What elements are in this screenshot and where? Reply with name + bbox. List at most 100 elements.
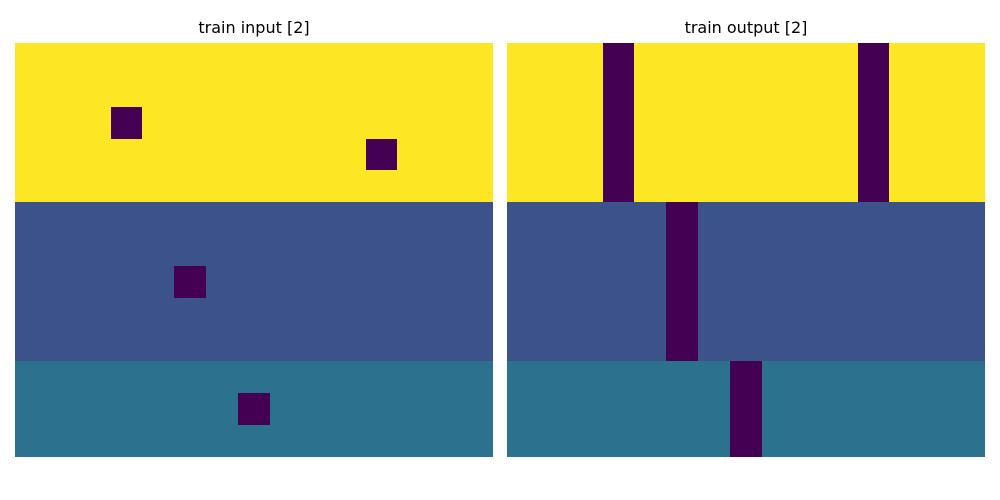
grid-cell [461,234,493,266]
grid-cell [269,202,302,235]
grid-cell [666,265,699,298]
grid-cell [142,297,175,330]
grid-cell [602,393,635,426]
grid-cell [301,234,334,266]
grid-cell [634,297,667,330]
grid-cell [78,43,111,75]
grid-cell [602,202,635,235]
grid-cell [602,74,635,107]
grid-cell [889,425,922,457]
grid-cell [15,234,47,266]
grid-cell [507,393,539,426]
grid-cell [825,329,858,362]
grid-cell [333,393,366,426]
grid-cell [570,234,603,266]
grid-cell [889,265,922,298]
grid-cell [206,74,239,107]
grid-cell [269,43,302,75]
grid-cell [142,138,175,171]
grid-cell [333,43,366,75]
grid-cell [78,202,111,235]
grid-cell [110,329,143,362]
grid-cell [698,265,731,298]
grid-cell [570,329,603,362]
grid-cell [698,202,731,235]
grid-cell [78,393,111,426]
grid-cell [666,425,699,457]
grid-cell [206,202,239,235]
grid-cell [666,361,699,394]
grid-cell [761,393,794,426]
grid-cell [634,265,667,298]
grid-cell [889,74,922,107]
grid-cell [921,329,954,362]
grid-cell [461,74,493,107]
grid-cell [461,202,493,235]
grid-cell [889,202,922,235]
grid-cell [174,329,207,362]
grid-cell [238,361,270,394]
grid-cell [46,361,79,394]
grid-cell [602,170,635,203]
grid-cell [761,297,794,330]
grid-cell [953,297,985,330]
grid-cell [730,297,762,330]
grid-cell [429,297,462,330]
grid-cell [78,74,111,107]
grid-cell [269,106,302,139]
input-panel-title: train input [2] [198,18,310,37]
grid-cell [793,170,826,203]
grid-cell [46,43,79,75]
grid-cell [429,265,462,298]
grid-cell [666,170,699,203]
grid-cell [538,170,571,203]
grid-cell [365,265,398,298]
grid-cell [397,170,430,203]
grid-cell [78,265,111,298]
grid-cell [142,361,175,394]
grid-cell [15,329,47,362]
grid-cell [461,297,493,330]
grid-cell [269,74,302,107]
grid-cell [953,170,985,203]
grid-cell [78,234,111,266]
grid-cell [889,297,922,330]
grid-cell [634,234,667,266]
grid-cell [46,138,79,171]
grid-cell [269,138,302,171]
grid-cell [238,329,270,362]
grid-cell [301,329,334,362]
grid-cell [238,297,270,330]
grid-cell [142,425,175,457]
grid-cell [857,43,890,75]
grid-cell [857,138,890,171]
grid-cell [634,202,667,235]
grid-cell [666,202,699,235]
grid-cell [889,170,922,203]
grid-cell [634,138,667,171]
grid-cell [953,43,985,75]
grid-cell [46,74,79,107]
grid-cell [507,297,539,330]
grid-cell [570,361,603,394]
grid-cell [921,106,954,139]
grid-cell [269,265,302,298]
grid-cell [602,361,635,394]
grid-cell [570,393,603,426]
grid-cell [793,202,826,235]
grid-cell [365,329,398,362]
grid-cell [365,297,398,330]
grid-cell [953,74,985,107]
grid-cell [174,265,207,298]
grid-cell [238,74,270,107]
grid-cell [857,425,890,457]
grid-cell [953,361,985,394]
output-panel-title: train output [2] [684,18,808,37]
grid-cell [793,138,826,171]
grid-cell [365,361,398,394]
grid-cell [174,138,207,171]
grid-cell [666,329,699,362]
grid-cell [429,138,462,171]
grid-cell [301,43,334,75]
grid-cell [301,106,334,139]
